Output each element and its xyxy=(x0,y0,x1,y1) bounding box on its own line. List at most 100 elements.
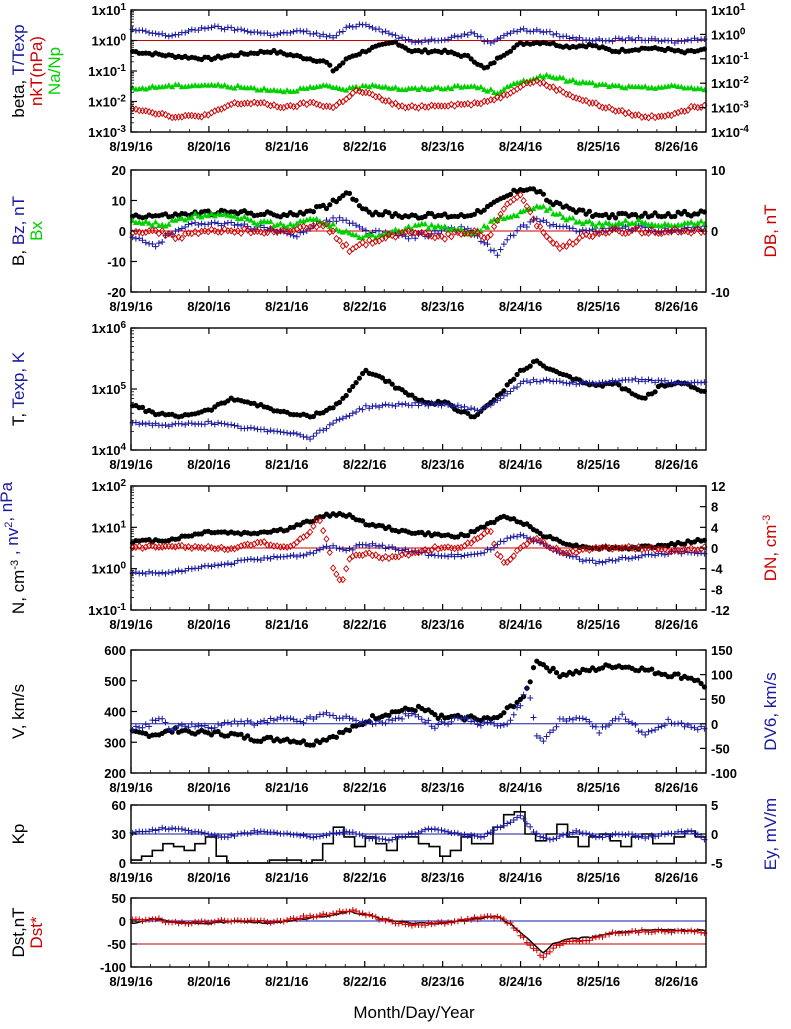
data-point xyxy=(638,729,645,736)
left-tick-label: 1x104 xyxy=(92,442,127,458)
data-point xyxy=(284,917,291,924)
data-point xyxy=(224,545,231,554)
data-point xyxy=(238,222,245,229)
data-point xyxy=(333,570,340,578)
data-point xyxy=(484,88,491,94)
data-point xyxy=(477,550,484,557)
data-point xyxy=(658,723,665,730)
data-point xyxy=(333,199,339,205)
data-point xyxy=(402,233,409,240)
data-point xyxy=(500,538,507,545)
data-point xyxy=(267,427,274,434)
data-point xyxy=(362,720,369,727)
data-point xyxy=(606,556,613,563)
data-point xyxy=(599,665,606,671)
data-point xyxy=(215,81,222,87)
x-axis-title: Month/Day/Year xyxy=(353,1003,475,1022)
data-point xyxy=(468,539,475,547)
data-point xyxy=(632,37,639,44)
data-point xyxy=(527,363,533,369)
data-point xyxy=(431,542,438,551)
data-point xyxy=(267,541,274,549)
data-point xyxy=(563,831,570,838)
data-point xyxy=(412,84,419,91)
data-point xyxy=(498,391,504,397)
data-point xyxy=(632,832,639,839)
data-point xyxy=(172,543,179,551)
data-point xyxy=(343,240,350,249)
data-point xyxy=(379,402,386,409)
data-point xyxy=(576,34,583,41)
data-point xyxy=(448,100,455,109)
data-point xyxy=(428,399,435,406)
data-point xyxy=(468,56,474,62)
data-point xyxy=(284,429,291,436)
data-point xyxy=(579,545,586,554)
data-point xyxy=(169,727,176,734)
data-point xyxy=(675,671,681,677)
data-point xyxy=(422,37,429,44)
data-point xyxy=(192,219,199,226)
data-point xyxy=(491,89,498,95)
data-point xyxy=(556,210,563,217)
data-point xyxy=(609,717,616,724)
date-tick-label: 8/22/16 xyxy=(343,780,386,795)
data-point xyxy=(573,94,580,102)
data-point xyxy=(672,213,678,219)
data-point xyxy=(142,28,149,35)
data-point xyxy=(497,722,504,729)
data-point xyxy=(658,830,665,837)
data-point xyxy=(425,402,432,409)
data-point xyxy=(320,202,326,208)
data-point xyxy=(146,220,153,226)
data-point xyxy=(560,74,567,81)
data-point xyxy=(293,233,300,240)
data-point xyxy=(487,913,494,920)
data-point xyxy=(441,235,448,243)
data-point xyxy=(385,230,392,239)
data-point xyxy=(606,220,613,226)
data-point xyxy=(231,833,238,839)
data-point xyxy=(477,722,484,729)
data-point xyxy=(323,832,330,839)
data-point xyxy=(422,213,428,220)
data-point xyxy=(402,104,409,112)
date-tick-label: 8/19/16 xyxy=(109,617,152,632)
data-point xyxy=(609,377,616,384)
data-point xyxy=(649,666,655,672)
data-point xyxy=(500,392,507,399)
data-point xyxy=(211,212,218,219)
data-point xyxy=(264,719,271,726)
data-point xyxy=(500,721,507,728)
data-point xyxy=(540,538,547,546)
data-point xyxy=(247,829,254,836)
data-point xyxy=(297,99,304,108)
data-point xyxy=(481,404,488,411)
data-point xyxy=(632,212,639,218)
data-point xyxy=(339,86,346,92)
data-point xyxy=(149,83,156,89)
date-tick-label: 8/24/16 xyxy=(499,299,542,314)
right-tick-label: 0 xyxy=(711,541,718,556)
data-point xyxy=(425,919,432,926)
data-point xyxy=(543,835,550,842)
data-point xyxy=(231,422,238,429)
data-point xyxy=(428,221,435,228)
data-point xyxy=(261,85,268,91)
date-tick-label: 8/26/16 xyxy=(655,299,698,314)
data-point xyxy=(339,28,346,35)
data-point xyxy=(165,826,172,833)
data-point xyxy=(655,927,662,934)
left-tick-label: 1x101 xyxy=(92,519,127,535)
data-point xyxy=(530,186,537,192)
data-point xyxy=(372,93,379,101)
data-point xyxy=(316,33,323,40)
data-point xyxy=(622,716,629,723)
data-point xyxy=(448,402,455,409)
data-point xyxy=(366,83,373,90)
data-point xyxy=(500,822,507,829)
data-point xyxy=(648,221,655,227)
data-point xyxy=(550,665,556,672)
data-point xyxy=(556,942,563,949)
